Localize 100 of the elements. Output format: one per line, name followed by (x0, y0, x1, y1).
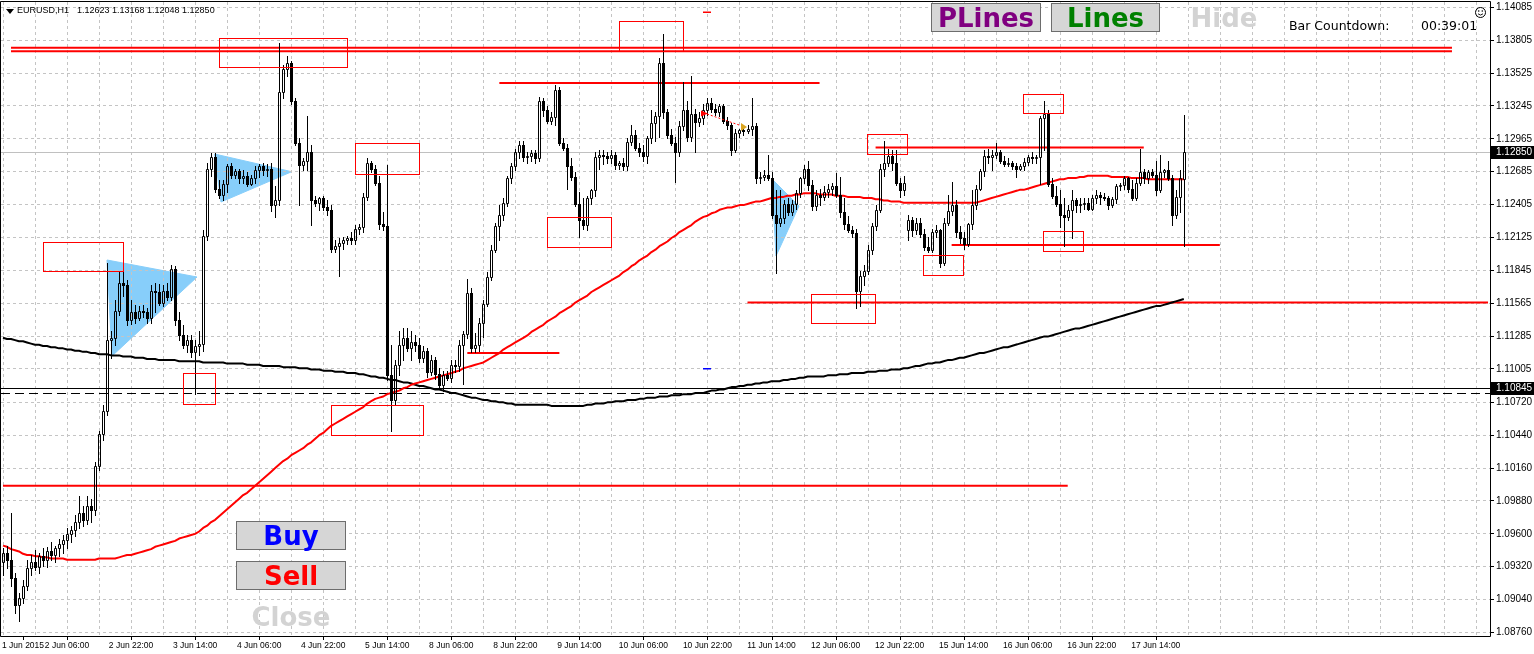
candlestick (1083, 197, 1086, 211)
candlestick (1091, 194, 1094, 210)
candlestick (747, 124, 750, 135)
candlestick (1023, 157, 1026, 172)
candlestick (186, 334, 189, 354)
candlestick (50, 541, 53, 562)
x-tick-label: 12 Jun 22:00 (875, 639, 925, 650)
candlestick (1063, 197, 1066, 248)
candlestick (1071, 189, 1074, 240)
x-tick-label: 3 Jun 14:00 (172, 639, 218, 650)
annotation: 00:39:01 (1421, 18, 1478, 33)
candlestick (138, 305, 141, 322)
candlestick (831, 182, 834, 197)
buy-button: Buy (236, 521, 346, 550)
y-tick-label: 1.11005 (1496, 362, 1532, 374)
candlestick (903, 175, 906, 197)
candlestick (1067, 204, 1070, 222)
candlestick (827, 183, 830, 199)
candlestick (931, 228, 934, 254)
candlestick (86, 495, 89, 526)
candlestick (911, 216, 914, 238)
candlestick (54, 545, 57, 564)
y-tick-label: 1.12685 (1496, 165, 1533, 177)
candlestick (530, 149, 533, 163)
y-tick-label: 1.12125 (1496, 231, 1533, 243)
y-tick-label: 1.13525 (1496, 66, 1533, 78)
candlestick (134, 304, 137, 325)
candlestick (66, 527, 69, 550)
candlestick (402, 327, 405, 362)
y-tick-label: 1.12405 (1496, 198, 1533, 210)
candlestick (254, 165, 257, 185)
candlestick (694, 108, 697, 154)
y-tick-label: 1.09040 (1496, 593, 1533, 605)
y-tick-label: 1.11845 (1496, 264, 1532, 276)
annotation: Bar Countdown: (1289, 18, 1390, 33)
candlestick (538, 96, 541, 163)
candlestick (62, 534, 65, 555)
candlestick (1147, 169, 1150, 185)
chart-subtitle: 1.12623 1.13168 1.12048 1.12850 (77, 5, 215, 15)
candlestick (522, 140, 525, 163)
candlestick (338, 237, 341, 278)
candlestick (991, 149, 994, 172)
x-tick-label: 8 Jun 06:00 (429, 639, 474, 650)
candlestick (1039, 115, 1042, 186)
candlestick (58, 538, 61, 558)
candlestick (690, 75, 693, 143)
candlestick (843, 197, 846, 231)
y-tick-label: 1.14085 (1496, 1, 1533, 13)
ref-line-label: 1.10845 (1496, 382, 1533, 394)
candlestick (346, 235, 349, 246)
candlestick (226, 163, 229, 194)
candlestick (1059, 189, 1062, 229)
y-tick-label: 1.11565 (1496, 296, 1532, 308)
candlestick (70, 525, 73, 544)
x-tick-label: 2 Jun 22:00 (108, 639, 154, 650)
candlestick (430, 354, 433, 377)
annotation: PLines (937, 2, 1035, 33)
candlestick (566, 143, 569, 191)
x-tick-label: 1 Jun 2015 (1, 639, 45, 650)
candlestick (42, 547, 45, 568)
candlestick (823, 185, 826, 202)
candlestick (74, 514, 77, 538)
sell-button: Sell (236, 561, 346, 590)
x-tick-label: 11 Jun 14:00 (747, 639, 797, 650)
x-tick-label: 15 Jun 14:00 (939, 639, 989, 650)
candlestick (38, 552, 41, 575)
y-tick-label: 1.10720 (1496, 396, 1533, 408)
annotation: Lines (1066, 2, 1145, 33)
candlestick (34, 549, 37, 572)
x-tick-label: 5 Jun 14:00 (365, 639, 410, 650)
annotation: Buy (263, 520, 319, 551)
candlestick (82, 505, 85, 528)
candlestick (162, 284, 165, 308)
candlestick (887, 148, 890, 168)
x-tick-label: 8 Jun 22:00 (493, 639, 538, 650)
candlestick (763, 169, 766, 182)
candlestick (46, 546, 49, 569)
y-tick-label: 1.08760 (1496, 626, 1533, 638)
candlestick (995, 142, 998, 160)
candlestick (450, 359, 453, 384)
candlestick (718, 103, 721, 118)
candlestick (1159, 154, 1162, 194)
candlestick (150, 284, 153, 325)
candlestick (1079, 197, 1082, 214)
candlestick (610, 149, 613, 165)
chart-title: EURUSD,H1 (17, 5, 70, 15)
y-tick-label: 1.09600 (1496, 527, 1533, 539)
x-tick-label: 12 Jun 06:00 (810, 639, 861, 650)
x-tick-label: 4 Jun 22:00 (301, 639, 346, 650)
candlestick (406, 327, 409, 353)
x-tick-label: 10 Jun 22:00 (682, 639, 733, 650)
y-tick-label: 1.13805 (1496, 33, 1533, 45)
candlestick (907, 214, 910, 242)
candlestick (658, 57, 661, 139)
candlestick (1115, 183, 1118, 205)
y-tick-label: 1.09320 (1496, 560, 1533, 572)
candlestick (698, 111, 701, 128)
plines-button: PLines (931, 3, 1041, 32)
candlestick (1019, 163, 1022, 170)
y-tick-label: 1.09880 (1496, 494, 1533, 506)
